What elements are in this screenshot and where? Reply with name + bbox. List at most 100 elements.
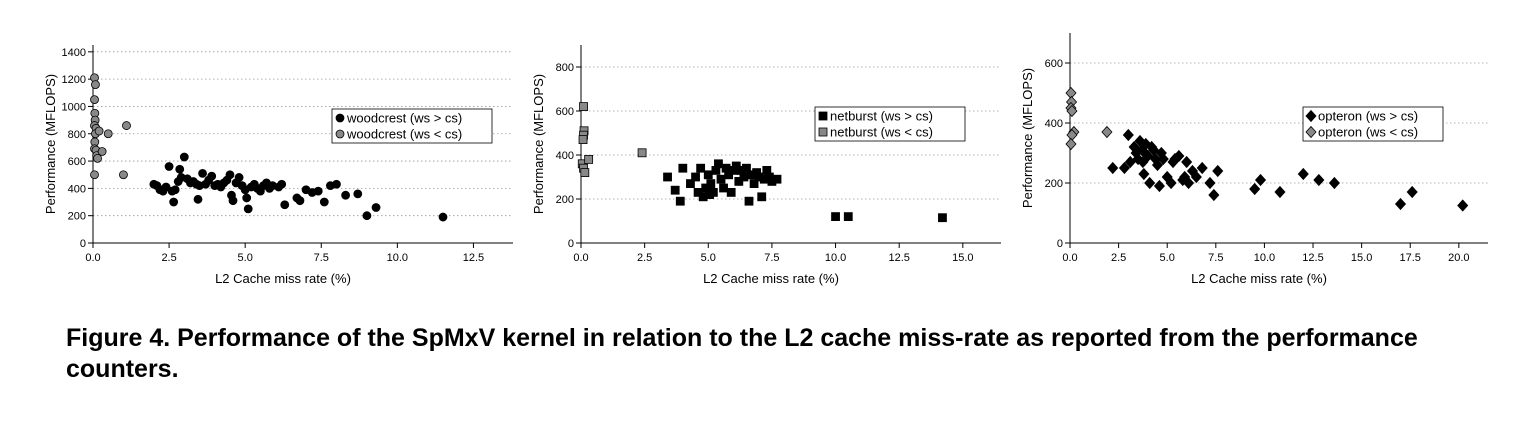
legend-label: woodcrest (ws > cs)	[346, 111, 462, 126]
data-point	[580, 168, 590, 178]
y-tick-label: 600	[68, 156, 86, 168]
data-point	[1313, 173, 1325, 187]
data-point	[843, 212, 853, 222]
data-point	[362, 211, 372, 221]
data-point	[724, 170, 734, 180]
legend-box	[814, 106, 966, 142]
data-point	[319, 197, 329, 207]
data-point	[1181, 155, 1193, 169]
data-point	[90, 95, 99, 105]
data-point	[1118, 161, 1130, 175]
data-point	[938, 213, 947, 223]
y-axis-label: Performance (MFLOPS)	[43, 74, 58, 214]
series-ws-gt-cs	[663, 159, 947, 223]
x-tick-label: 7.5	[314, 252, 329, 264]
data-point	[1249, 182, 1261, 196]
x-tick-label: 7.5	[1208, 252, 1223, 264]
data-point	[313, 186, 323, 196]
data-point	[1144, 176, 1156, 190]
y-tick-label: 1000	[62, 101, 86, 113]
x-tick-label: 5.0	[238, 252, 253, 264]
x-tick-label: 0.0	[85, 252, 100, 264]
data-point	[234, 173, 244, 182]
data-point	[1274, 185, 1286, 199]
data-point	[161, 182, 171, 192]
y-tick-label: 1400	[62, 47, 86, 59]
x-tick-label: 15.0	[1351, 252, 1372, 264]
data-point	[207, 171, 217, 181]
data-point	[757, 192, 767, 202]
x-tick-label: 10.0	[825, 252, 846, 264]
y-tick-label: 200	[556, 194, 574, 206]
data-point	[686, 179, 695, 189]
y-tick-label: 0	[80, 238, 86, 250]
data-point	[739, 172, 749, 182]
data-point	[1066, 104, 1078, 118]
data-point	[1065, 137, 1077, 151]
data-point	[280, 200, 290, 210]
data-point	[678, 163, 688, 173]
data-point	[584, 154, 594, 164]
legend-box	[331, 108, 493, 144]
data-point	[1151, 158, 1164, 172]
y-tick-label: 0	[568, 238, 574, 250]
data-point	[438, 212, 448, 222]
x-tick-label: 17.5	[1400, 252, 1421, 264]
y-tick-label: 200	[1045, 178, 1063, 190]
x-tick-label: 2.5	[1111, 252, 1126, 264]
data-point	[663, 172, 672, 182]
x-tick-label: 5.0	[701, 252, 716, 264]
data-point	[371, 203, 381, 212]
data-point	[578, 135, 588, 144]
x-axis-label: L2 Cache miss rate (%)	[1191, 271, 1327, 286]
data-point	[637, 148, 647, 158]
data-point	[579, 102, 588, 111]
data-point	[332, 179, 341, 189]
data-point	[1212, 164, 1224, 178]
y-axis-label: Performance (MFLOPS)	[531, 74, 546, 214]
data-point	[1297, 167, 1309, 181]
legend-marker	[335, 129, 345, 139]
x-tick-label: 15.0	[952, 252, 973, 264]
data-point	[1153, 179, 1165, 193]
data-point	[1254, 173, 1267, 187]
chart-svg-netburst: 0 200 400 600 800 0.0 2.5 5.0 7.5 10.0 12.5 15.0 L2 …	[531, 45, 1001, 286]
data-point	[103, 129, 113, 139]
data-point	[706, 179, 716, 189]
data-point	[90, 170, 99, 180]
x-tick-label: 5.0	[1160, 252, 1175, 264]
data-point	[719, 183, 728, 193]
legend-label: netburst (ws > cs)	[830, 109, 933, 124]
data-point	[193, 194, 203, 204]
data-point	[243, 204, 253, 214]
data-point	[1165, 176, 1177, 190]
y-tick-label: 800	[556, 62, 574, 74]
data-point	[198, 168, 207, 178]
data-point	[1457, 199, 1469, 212]
x-tick-label: 7.5	[764, 252, 779, 264]
data-point	[122, 121, 131, 130]
data-point	[716, 174, 726, 184]
data-point	[1101, 125, 1113, 139]
data-point	[94, 126, 104, 136]
data-point	[726, 187, 736, 197]
data-point	[1196, 161, 1208, 175]
x-tick-label: 10.0	[387, 252, 408, 264]
data-point	[170, 185, 180, 195]
data-point	[179, 152, 189, 162]
legend: netburst (ws > cs)netburst (ws < cs)	[814, 106, 966, 142]
data-point	[97, 147, 107, 156]
data-point	[772, 174, 782, 184]
y-tick-label: 800	[68, 129, 86, 141]
data-point	[1394, 197, 1407, 211]
data-point	[1204, 176, 1216, 190]
data-point	[1208, 188, 1220, 202]
chart-panel-woodcrest: 0 200 400 600 800 1000 1200 1400 0.0 2.5 5.0 7.5 10.…	[30, 25, 520, 295]
y-tick-label: 600	[556, 106, 574, 118]
legend-label: opteron (ws < cs)	[1318, 125, 1418, 140]
data-point	[708, 187, 718, 197]
chart-svg-woodcrest: 0 200 400 600 800 1000 1200 1400 0.0 2.5 5.0 7.5 10.…	[43, 45, 513, 286]
legend-marker	[1305, 109, 1317, 123]
y-tick-label: 0	[1057, 238, 1063, 250]
